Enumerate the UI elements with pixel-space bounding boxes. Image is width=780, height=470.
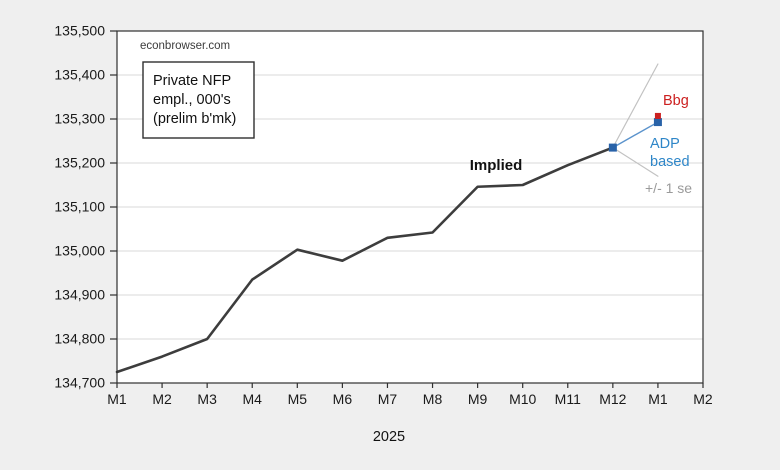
y-tick-label: 135,000 — [54, 243, 105, 259]
x-tick-label: M5 — [288, 391, 308, 407]
axes: 134,700 134,800 134,900 135,000 135,100 135,2… — [54, 23, 713, 408]
note-line-1: Private NFP — [153, 73, 231, 89]
y-tick-label: 135,500 — [54, 23, 105, 39]
series-minus-1-se — [612, 147, 659, 177]
y-tick-label: 135,300 — [54, 111, 105, 127]
x-tick-label: M7 — [378, 391, 398, 407]
x-tick-label: M1 — [107, 391, 127, 407]
y-tick-label: 134,800 — [54, 331, 105, 347]
x-tick-label: M10 — [509, 391, 536, 407]
data-series — [115, 63, 662, 374]
x-tick-label: M2 — [152, 391, 172, 407]
implied-series-label: Implied — [470, 157, 523, 174]
se-band-label: +/- 1 se — [645, 180, 692, 196]
x-tick-label: M11 — [555, 391, 581, 407]
note-box: Private NFP empl., 000's (prelim b'mk) — [142, 61, 255, 139]
x-tick-label: M2 — [693, 391, 713, 407]
x-tick-label: M4 — [243, 391, 263, 407]
x-tick-label: M1 — [648, 391, 668, 407]
note-box-frame — [142, 61, 255, 139]
x-tick-label: M3 — [197, 391, 217, 407]
y-tick-label: 135,100 — [54, 199, 105, 215]
bbg-series-label: Bbg — [663, 93, 689, 109]
series-adp-based — [612, 121, 659, 149]
y-tick-label: 134,700 — [54, 375, 105, 391]
note-line-3: (prelim b'mk) — [153, 111, 236, 127]
y-tick-label: 134,900 — [54, 287, 105, 303]
x-tick-label: M12 — [599, 391, 626, 407]
note-line-2: empl., 000's — [153, 92, 231, 108]
adp-series-label-line1: ADP — [650, 136, 680, 152]
x-tick-label: M6 — [333, 391, 353, 407]
bbg-marker — [654, 112, 661, 119]
y-tick-label: 135,400 — [54, 67, 105, 83]
series-plus-1-se — [612, 63, 659, 149]
x-axis-title: 2025 — [373, 429, 405, 445]
adp-series-label-line2: based — [650, 154, 690, 170]
x-tick-label: M9 — [468, 391, 488, 407]
x-tick-label: M8 — [423, 391, 443, 407]
series-implied — [115, 146, 615, 374]
adp-based-marker — [653, 118, 662, 127]
implied-end-marker — [608, 143, 617, 152]
y-tick-label: 135,200 — [54, 155, 105, 171]
watermark-text: econbrowser.com — [140, 40, 230, 52]
